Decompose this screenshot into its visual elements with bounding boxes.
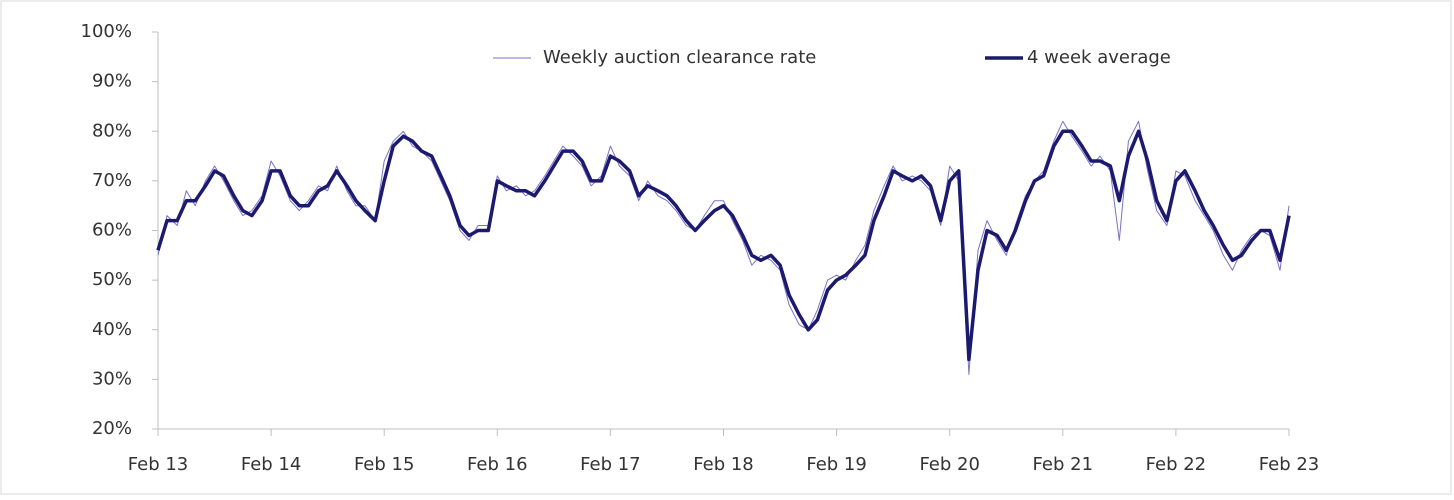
y-tick-label: 40% xyxy=(92,319,132,340)
x-tick-label: Feb 18 xyxy=(693,454,754,475)
y-tick-label: 20% xyxy=(92,418,132,439)
legend-label: Weekly auction clearance rate xyxy=(543,47,816,68)
x-tick-label: Feb 20 xyxy=(919,454,980,475)
y-tick-label: 100% xyxy=(81,21,132,42)
y-tick-label: 60% xyxy=(92,220,132,241)
x-tick-label: Feb 19 xyxy=(806,454,867,475)
series-line xyxy=(156,129,1291,362)
series-line xyxy=(157,120,1290,375)
x-tick-label: Feb 14 xyxy=(241,454,302,475)
y-tick-label: 50% xyxy=(92,269,132,290)
x-tick-label: Feb 16 xyxy=(467,454,528,475)
x-tick-label: Feb 22 xyxy=(1146,454,1207,475)
y-tick-label: 80% xyxy=(92,120,132,141)
x-tick-label: Feb 13 xyxy=(128,454,189,475)
y-tick-label: 90% xyxy=(92,71,132,92)
x-tick-label: Feb 17 xyxy=(580,454,641,475)
y-tick-label: 30% xyxy=(92,368,132,389)
x-tick-label: Feb 15 xyxy=(354,454,415,475)
x-tick-label: Feb 21 xyxy=(1033,454,1094,475)
y-tick-label: 70% xyxy=(92,170,132,191)
x-tick-label: Feb 23 xyxy=(1259,454,1320,475)
legend-label: 4 week average xyxy=(1027,47,1171,68)
